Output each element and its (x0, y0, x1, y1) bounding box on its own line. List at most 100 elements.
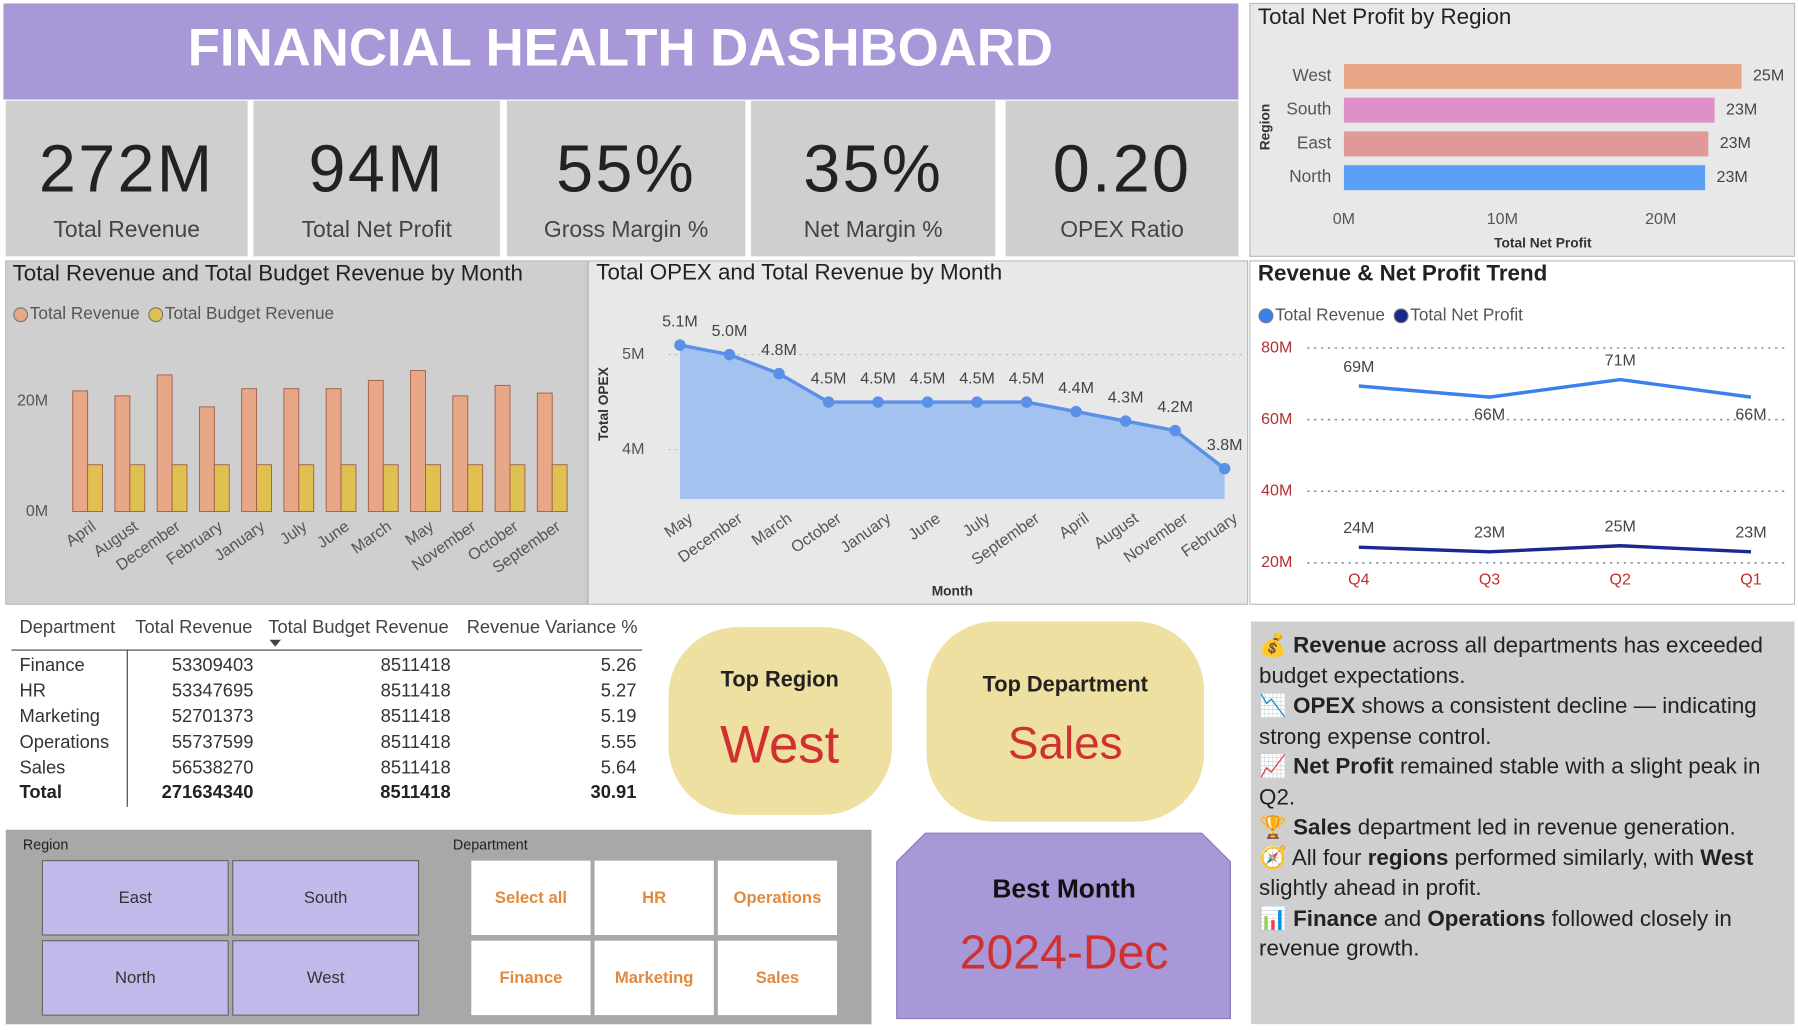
chart-title: Total Revenue and Total Budget Revenue b… (13, 261, 523, 286)
point (723, 348, 736, 361)
point (822, 396, 835, 408)
slicer-button[interactable] (471, 860, 591, 936)
table-cell: 53347695 (172, 680, 254, 701)
slicer-button[interactable] (232, 860, 420, 936)
bar (325, 388, 342, 513)
data-label: 23M (1720, 134, 1751, 152)
legend-label: Total Revenue (1275, 304, 1385, 324)
x-axis-title: Month (932, 583, 973, 598)
point (1119, 415, 1132, 427)
slicer-option[interactable]: South (304, 888, 347, 907)
slicer-option[interactable]: Sales (756, 968, 799, 987)
insight-emphasis: OPEX (1293, 693, 1356, 719)
kpi-card (751, 100, 996, 257)
y-tick-label: 80M (1261, 338, 1292, 356)
y-tick-label: 60M (1261, 410, 1292, 428)
card-label: Top Region (721, 667, 839, 692)
slicer-option[interactable]: Select all (495, 888, 567, 907)
slicer-option[interactable]: Marketing (615, 968, 694, 987)
kpi-card (253, 100, 500, 257)
y-tick-label: 4M (622, 440, 644, 458)
bar (467, 464, 484, 513)
y-tick-label: 5M (622, 345, 644, 363)
slicer-button[interactable] (41, 860, 229, 936)
y-tick-label: 20M (17, 392, 48, 410)
y-tick-label: North (1289, 166, 1331, 186)
data-label: 69M (1343, 358, 1374, 376)
data-label: 5.1M (662, 312, 698, 330)
area (679, 345, 1225, 499)
table-cell: 8511418 (381, 756, 451, 777)
x-tick-label: Q3 (1479, 570, 1500, 588)
card (926, 621, 1205, 822)
slicer-button[interactable] (594, 860, 714, 936)
data-label: 66M (1474, 406, 1505, 424)
table-cell: 53309403 (172, 654, 254, 675)
insight: 💰 Revenue across all departments has exc… (1259, 631, 1785, 692)
data-label: 66M (1735, 406, 1766, 424)
kpi-value: 35% (803, 133, 943, 207)
table-cell: 8511418 (381, 705, 451, 726)
insight-text: followed closely in revenue growth. (1259, 905, 1732, 962)
bar (129, 464, 146, 513)
kpi-value: 94M (309, 133, 445, 207)
insight-icon: 🧭 (1259, 845, 1287, 871)
column-header: Revenue Variance % (467, 616, 638, 637)
insights-panel: 💰 Revenue across all departments has exc… (1251, 621, 1795, 1025)
insight: 📉 OPEX shows a consistent decline — indi… (1259, 691, 1785, 752)
bar (1343, 97, 1715, 123)
slicer-option[interactable]: Finance (500, 968, 563, 987)
slicer-button[interactable] (717, 860, 838, 936)
table-cell: 8511418 (381, 654, 451, 675)
table-cell: 5.55 (601, 731, 637, 752)
data-label: 24M (1343, 519, 1374, 537)
kpi-label: Total Net Profit (301, 216, 452, 242)
slicer-button[interactable] (232, 940, 420, 1016)
table-cell: Marketing (19, 705, 99, 726)
slicer-button[interactable] (41, 940, 229, 1016)
slicer-option[interactable]: East (119, 888, 153, 907)
bar (87, 464, 103, 513)
insight-text: across all departments has exceeded budg… (1259, 632, 1763, 689)
data-label: 4.3M (1108, 388, 1144, 406)
data-label: 23M (1735, 524, 1766, 542)
bar (171, 464, 188, 513)
point (1070, 405, 1082, 418)
x-tick-label: Q4 (1348, 570, 1369, 588)
slicer-option[interactable]: Operations (734, 888, 822, 907)
kpi-card (506, 100, 746, 257)
slicer-button[interactable] (594, 940, 714, 1016)
data-label: 4.5M (1009, 369, 1045, 387)
dashboard-title: FINANCIAL HEALTH DASHBOARD (188, 18, 1053, 77)
bar (114, 395, 131, 513)
slicer-button[interactable] (717, 940, 838, 1016)
insight: 🧭 All four regions performed similarly, … (1259, 843, 1785, 904)
chart-title: Revenue & Net Profit Trend (1258, 261, 1547, 286)
bar (452, 395, 469, 513)
kpi-label: Total Revenue (53, 216, 200, 242)
data-label: 4.5M (860, 369, 896, 387)
slicer-option[interactable]: West (307, 968, 345, 987)
table-cell: Sales (19, 756, 65, 777)
y-tick-label: East (1297, 132, 1332, 152)
table-total: Total (19, 781, 61, 802)
insight-emphasis: West (1700, 845, 1754, 871)
point (921, 396, 934, 408)
kpi-label: Net Margin % (804, 216, 943, 242)
point (971, 396, 983, 408)
table-cell: 8511418 (381, 680, 451, 701)
insight: 🏆 Sales department led in revenue genera… (1259, 813, 1785, 843)
slicer-option[interactable]: HR (642, 888, 666, 907)
insights: 💰 Revenue across all departments has exc… (1251, 621, 1795, 1025)
insight-icon: 📉 (1259, 693, 1287, 719)
card-value: Sales (1008, 717, 1123, 768)
data-label: 4.8M (761, 341, 797, 359)
insight-text: and (1377, 905, 1428, 932)
table-total: 30.91 (591, 781, 637, 802)
slicer-option[interactable]: North (115, 968, 156, 987)
slicer-button[interactable] (471, 940, 591, 1016)
legend-label: Total Revenue (30, 303, 140, 323)
bar (536, 392, 553, 513)
table-cell: 55737599 (172, 731, 254, 752)
